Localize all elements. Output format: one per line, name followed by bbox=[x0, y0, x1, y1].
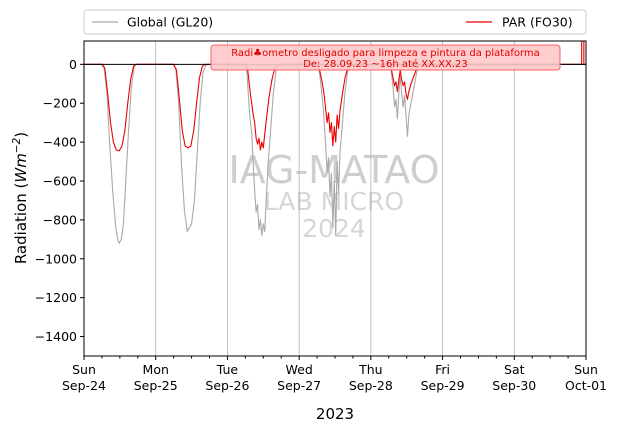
x-tick-label-day: Sun bbox=[72, 362, 96, 377]
x-tick-label-date: Sep-27 bbox=[277, 378, 321, 393]
y-tick-label: −200 bbox=[43, 96, 77, 111]
x-tick-label-day: Tue bbox=[216, 362, 239, 377]
x-tick-label-date: Sep-28 bbox=[349, 378, 393, 393]
x-tick-label-date: Sep-26 bbox=[205, 378, 249, 393]
x-axis-label: 2023 bbox=[316, 405, 354, 423]
y-tick-label: −600 bbox=[43, 174, 77, 189]
x-tick-label-day: Sun bbox=[574, 362, 598, 377]
annotation-box bbox=[210, 44, 561, 71]
x-tick-label-date: Sep-30 bbox=[492, 378, 536, 393]
y-axis-label: Radiation (Wm−2) bbox=[11, 132, 30, 264]
y-tick-label: −800 bbox=[43, 212, 77, 227]
x-tick-label-day: Thu bbox=[358, 362, 382, 377]
y-axis-label-main: Radiation ( bbox=[12, 183, 30, 265]
series-lines bbox=[84, 40, 586, 244]
y-axis-label-exponent: −2 bbox=[11, 137, 23, 153]
annotation: Radi♣ometro desligado para limpeza e pin… bbox=[210, 44, 561, 71]
annotation-line-1: Radi♣ometro desligado para limpeza e pin… bbox=[231, 48, 540, 59]
y-tick-label: −1000 bbox=[35, 251, 77, 266]
legend: Global (GL20) PAR (FO30) bbox=[83, 9, 587, 35]
watermark: IAG-MATAO LAB MICRO 2024 bbox=[228, 148, 439, 243]
series-line-global-gl20 bbox=[84, 63, 586, 244]
legend-label-global: Global (GL20) bbox=[127, 15, 213, 30]
y-tick-label: −1400 bbox=[35, 329, 77, 344]
vertical-gridlines bbox=[155, 41, 515, 356]
x-tick-label-date: Oct-01 bbox=[565, 378, 607, 393]
y-tick-label: 0 bbox=[69, 57, 77, 72]
annotation-line-2: De: 28.09.23 ~16h até XX.XX.23 bbox=[303, 58, 468, 70]
x-tick-label-day: Sat bbox=[504, 362, 525, 377]
legend-label-par: PAR (FO30) bbox=[502, 15, 573, 30]
x-tick-label-date: Sep-24 bbox=[62, 378, 106, 393]
x-axis-ticks: SunSep-24MonSep-25TueSep-26WedSep-27ThuS… bbox=[62, 356, 607, 393]
y-tick-label: −1200 bbox=[35, 290, 77, 305]
y-axis-label-close: ) bbox=[12, 132, 30, 138]
x-tick-label-day: Wed bbox=[286, 362, 313, 377]
y-axis-label-unit: Wm bbox=[12, 153, 30, 182]
x-tick-label-date: Sep-29 bbox=[421, 378, 465, 393]
y-tick-label: −400 bbox=[43, 135, 77, 150]
x-tick-label-date: Sep-25 bbox=[134, 378, 178, 393]
y-axis-ticks: 0 −200 −400 −600 −800 −1000 −1200 −1400 bbox=[35, 57, 84, 344]
x-tick-label-day: Fri bbox=[435, 362, 450, 377]
x-tick-label-day: Mon bbox=[143, 362, 169, 377]
watermark-line-3: 2024 bbox=[302, 214, 366, 243]
legend-frame bbox=[83, 9, 587, 35]
